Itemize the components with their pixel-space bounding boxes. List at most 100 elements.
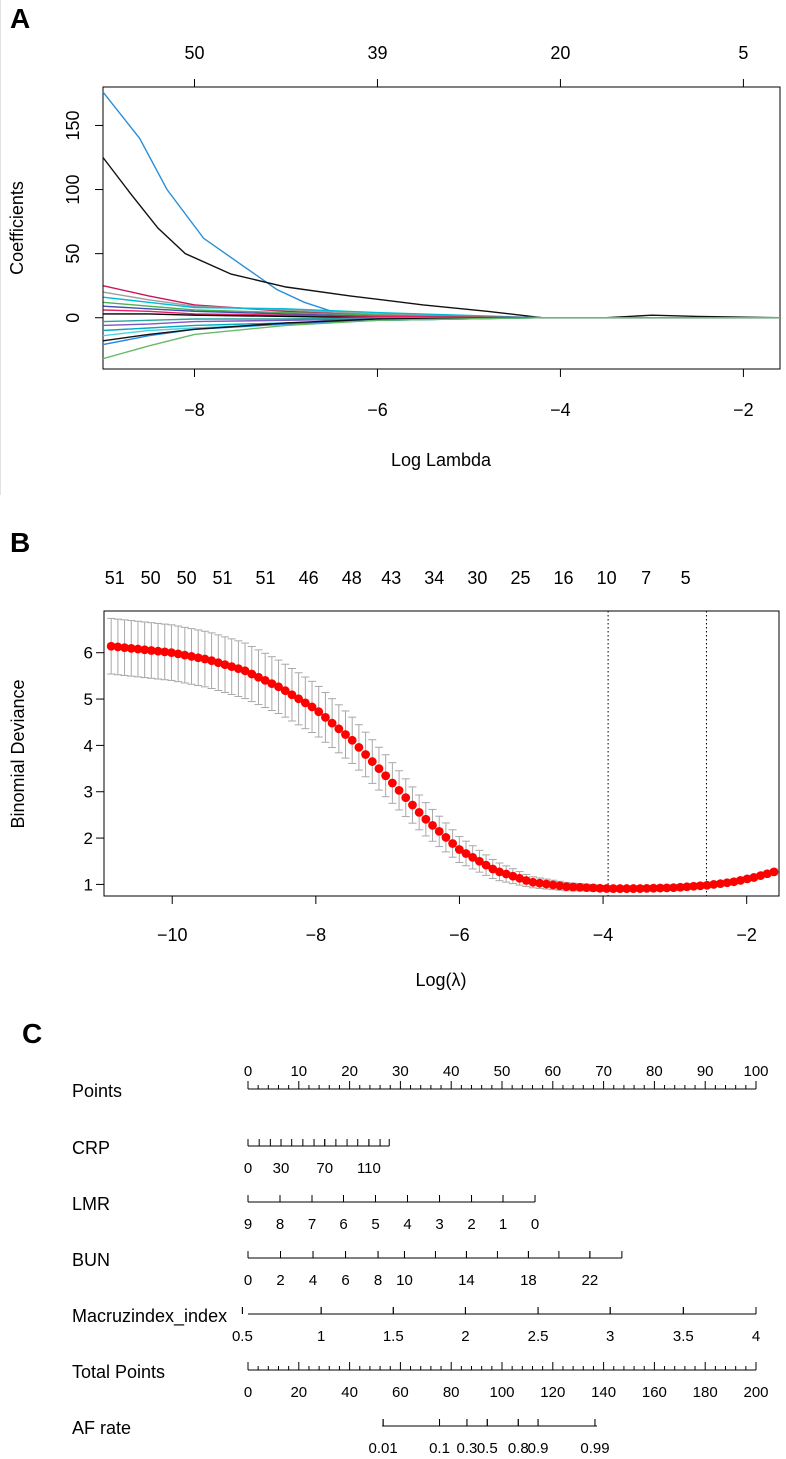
deviance-point [535,878,545,888]
scale-tick-label: 1.5 [383,1328,404,1345]
deviance-point [682,882,692,892]
deviance-point [381,771,391,781]
deviance-point [528,877,538,887]
deviance-point [434,826,444,836]
deviance-point [361,750,370,759]
scale-tick-label: 2 [276,1272,284,1289]
deviance-point [274,682,283,692]
deviance-point [133,644,143,654]
top-count-label: 51 [212,568,232,588]
top-tick-label: 39 [367,43,387,63]
scale-tick-label: 22 [582,1272,599,1289]
deviance-point [695,881,705,891]
scale-tick-label: 2 [461,1328,469,1345]
deviance-point [602,884,612,893]
deviance-point [769,867,779,877]
deviance-point [555,881,565,891]
deviance-point [200,654,210,664]
deviance-point [213,658,223,668]
scale-tick-label: 30 [392,1063,409,1080]
deviance-point [582,883,591,893]
deviance-point [729,877,739,887]
y-tick-label: 5 [84,690,93,709]
series-line-coef_14 [102,317,780,360]
deviance-point [314,707,324,717]
deviance-point [394,785,404,795]
scale-tick-label: 0.8 [508,1440,529,1457]
deviance-point [474,856,484,866]
panel-a-letter: A [10,3,30,34]
top-count-label: 25 [510,568,530,588]
deviance-point [106,641,116,651]
scale-tick-label: 9 [244,1216,252,1233]
deviance-point [628,884,638,893]
deviance-point [588,883,598,893]
deviance-point [649,883,658,893]
deviance-point [387,778,397,788]
deviance-point [401,793,411,803]
panel-a-y-label: Coefficients [7,181,27,275]
panel-b-points [106,641,779,893]
scale-tick-label: 70 [316,1160,333,1177]
deviance-point [367,757,377,766]
deviance-point [247,669,257,679]
top-count-label: 46 [299,568,319,588]
deviance-point [180,650,190,660]
x-tick-label: −6 [449,925,470,945]
deviance-point [300,698,310,708]
deviance-point [441,833,451,842]
scale-tick-label: 80 [443,1384,460,1401]
scale-tick-label: 180 [693,1384,718,1401]
y-tick-label: 0 [63,313,83,323]
y-tick-label: 100 [63,175,83,205]
scale-tick-label: 0.5 [232,1328,253,1345]
deviance-point [233,664,243,674]
nomogram-row-label: LMR [72,1194,110,1214]
deviance-point [227,662,237,672]
deviance-point [709,880,719,889]
panel-c-letter: C [22,1018,42,1049]
deviance-point [662,883,672,893]
deviance-point [521,876,531,885]
x-tick-label: −4 [593,925,614,945]
nomogram-row-lmr: LMR 9 8 7 6 5 4 3 2 1 0 [72,1194,539,1233]
deviance-point [454,845,464,854]
deviance-point [762,869,772,879]
series-line-coef_black [102,157,781,319]
deviance-point [187,652,196,661]
scale-tick-label: 60 [392,1384,409,1401]
deviance-point [120,643,129,653]
scale-tick-label: 0.99 [580,1440,609,1457]
deviance-point [568,882,578,892]
scale-tick-label: 90 [697,1063,714,1080]
deviance-point [421,814,431,824]
deviance-point [635,884,645,893]
scale-tick-label: 20 [341,1063,358,1080]
top-tick-label: 50 [184,43,204,63]
deviance-point [548,880,558,890]
deviance-point [321,713,330,722]
deviance-point [260,676,270,685]
scale-tick-label: 20 [290,1384,307,1401]
scale-tick-label: 10 [290,1063,307,1080]
deviance-point [414,807,424,817]
deviance-point [146,646,156,655]
nomogram-row-points: Points 0 10 20 30 40 50 60 70 80 90 100 [72,1063,769,1101]
scale-tick-label: 3.5 [673,1328,694,1345]
scale-tick-label: 2.5 [528,1328,549,1345]
panel-b-reference-lines [607,611,707,896]
deviance-point [113,642,123,652]
x-tick-label: −10 [157,925,188,945]
deviance-point [341,730,350,739]
panel-a-y-axis: 0 50 100 150 [63,110,104,323]
y-tick-label: 4 [84,736,93,755]
scale-tick-label: 14 [458,1272,475,1289]
top-count-label: 30 [467,568,487,588]
deviance-point [481,860,491,870]
scale-tick-label: 2 [467,1216,475,1233]
